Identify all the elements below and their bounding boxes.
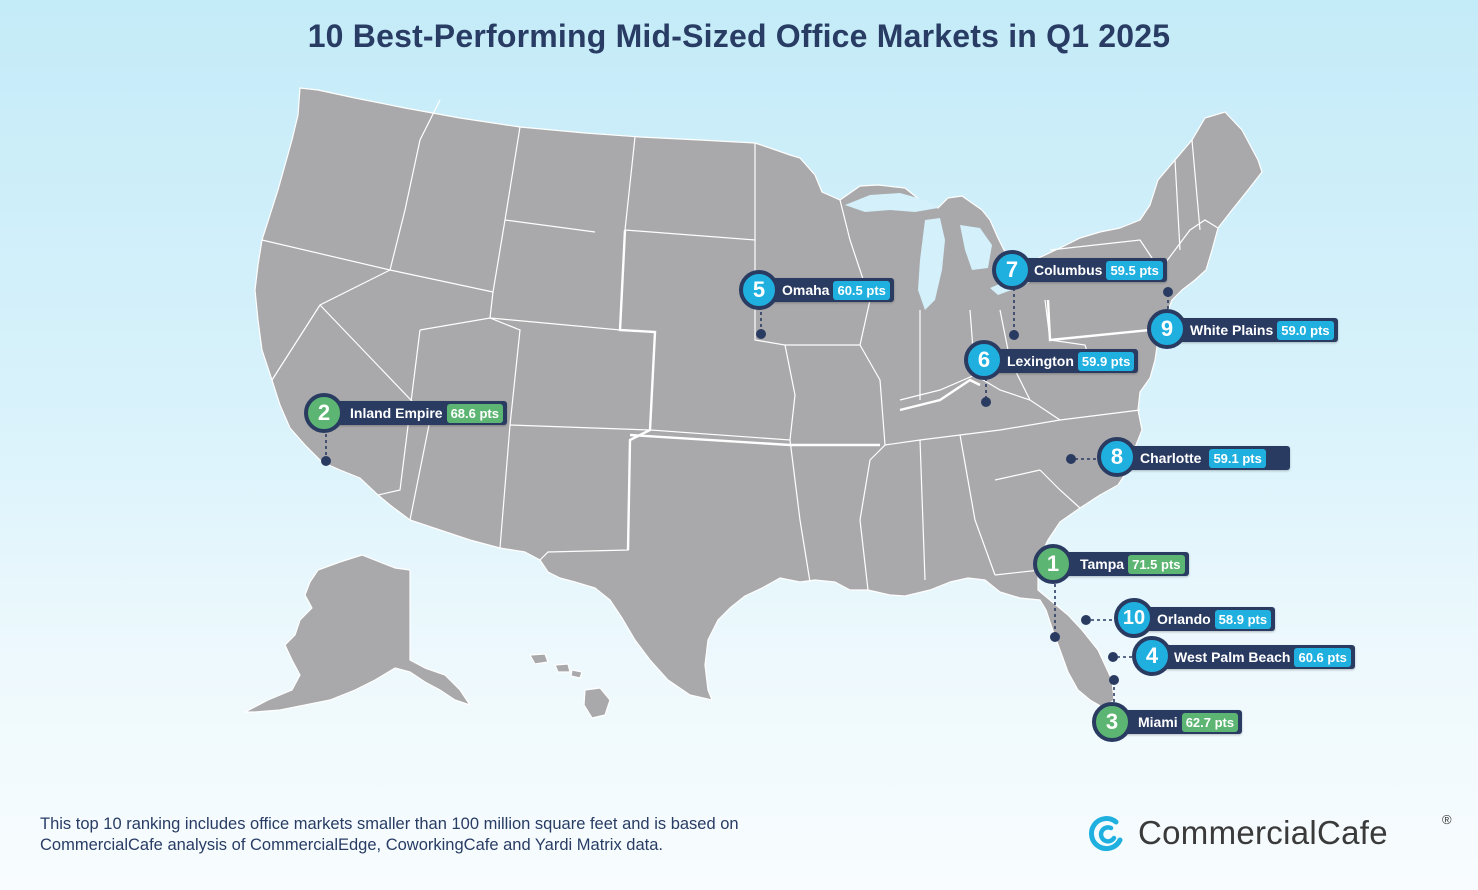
- omaha-dot: [756, 329, 766, 339]
- market-score: 68.6 pts: [446, 403, 503, 423]
- lexington-dot: [981, 397, 991, 407]
- market-name: Inland Empire: [350, 405, 443, 421]
- market-label-lexington: Lexington 59.9 pts: [985, 349, 1139, 373]
- alaska: [244, 554, 471, 713]
- location-dots: [321, 287, 1173, 685]
- brand-logo: CommercialCafe: [1086, 810, 1388, 856]
- rank-badge-7: 7: [992, 250, 1032, 290]
- market-score: 59.1 pts: [1209, 448, 1266, 468]
- brand-name: CommercialCafe: [1138, 814, 1388, 851]
- commercialcafe-logo-icon: [1088, 816, 1123, 851]
- lake-michigan: [918, 218, 945, 310]
- market-name: Charlotte: [1140, 450, 1202, 466]
- rank-badge-4: 4: [1132, 636, 1172, 676]
- market-name: Miami: [1138, 714, 1178, 730]
- rank-badge-5: 5: [739, 270, 779, 310]
- registered-mark: ®: [1442, 812, 1452, 827]
- rank-badge-2: 2: [304, 393, 344, 433]
- market-label-columbus: Columbus 59.5 pts: [1012, 258, 1167, 282]
- market-name: Tampa: [1080, 556, 1125, 572]
- orlando-dot: [1081, 615, 1091, 625]
- market-name: Orlando: [1157, 611, 1211, 627]
- market-score: 59.5 pts: [1106, 260, 1163, 280]
- charlotte-dot: [1066, 454, 1076, 464]
- market-name: Lexington: [1007, 353, 1074, 369]
- west-palm-beach-dot: [1108, 652, 1118, 662]
- market-score: 59.9 pts: [1077, 351, 1135, 371]
- market-name: Omaha: [782, 282, 830, 298]
- market-label-omaha: Omaha 60.5 pts: [760, 278, 894, 302]
- market-label-west-palm-beach: West Palm Beach 60.6 pts: [1152, 645, 1355, 669]
- inland-empire-dot: [321, 456, 331, 466]
- market-name: Columbus: [1034, 262, 1103, 278]
- market-score: 59.0 pts: [1277, 320, 1334, 340]
- hawaii: [529, 653, 611, 719]
- footnote: This top 10 ranking includes office mark…: [40, 815, 739, 854]
- highlight-borders: [618, 229, 1151, 551]
- market-label-inland-empire: Inland Empire 68.6 pts: [328, 401, 507, 425]
- market-score: 60.6 pts: [1294, 647, 1351, 667]
- rank-badge-8: 8: [1097, 437, 1137, 477]
- market-score: 58.9 pts: [1214, 609, 1272, 629]
- lake-superior: [845, 193, 938, 212]
- lake-huron: [960, 225, 992, 270]
- market-label-white-plains: White Plains 59.0 pts: [1168, 318, 1338, 342]
- miami-dot: [1109, 675, 1119, 685]
- rank-badge-1: 1: [1033, 544, 1073, 584]
- tampa-dot: [1050, 632, 1060, 642]
- columbus-dot: [1009, 330, 1019, 340]
- state-borders: [261, 99, 1219, 591]
- market-name: White Plains: [1190, 322, 1274, 338]
- rank-badge-9: 9: [1147, 309, 1187, 349]
- market-label-orlando: Orlando 58.9 pts: [1135, 607, 1276, 631]
- white-plains-dot: [1163, 287, 1173, 297]
- market-label-tampa: Tampa 71.5 pts: [1058, 552, 1189, 576]
- market-score: 62.7 pts: [1181, 712, 1239, 732]
- market-label-miami: Miami 62.7 pts: [1116, 710, 1243, 734]
- map-title: 10 Best-Performing Mid-Sized Office Mark…: [307, 18, 1171, 54]
- rank-badge-6: 6: [964, 340, 1004, 380]
- rank-badge-10: 10: [1114, 598, 1154, 638]
- rank-badge-3: 3: [1092, 702, 1132, 742]
- market-score: 60.5 pts: [833, 280, 890, 300]
- market-score: 71.5 pts: [1128, 554, 1185, 574]
- market-label-charlotte: Charlotte 59.1 pts: [1118, 446, 1290, 470]
- market-name: West Palm Beach: [1174, 649, 1291, 665]
